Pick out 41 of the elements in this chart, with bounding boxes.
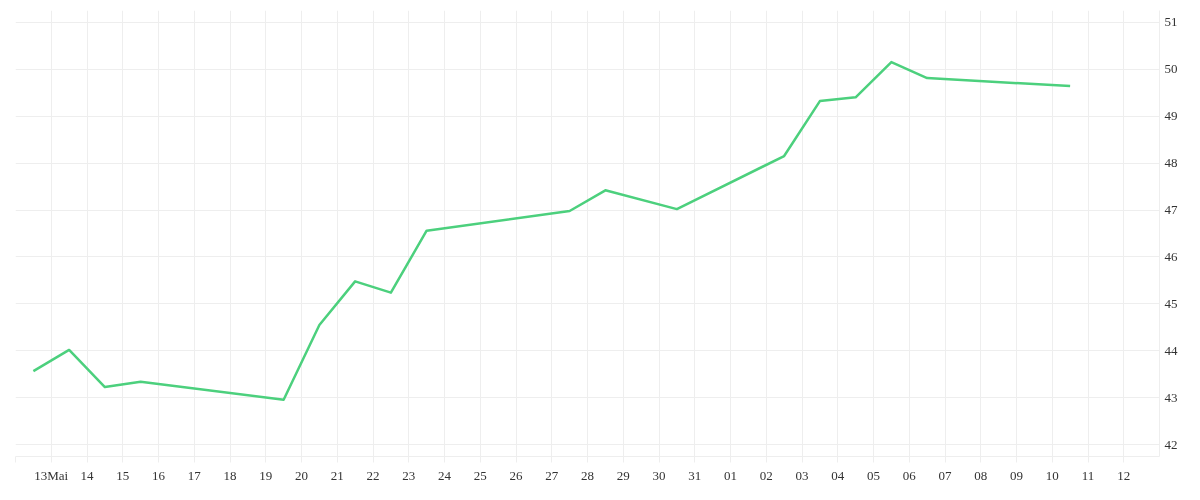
y-tick-label: 50 [1164,61,1178,77]
x-tick-label: 08 [974,467,988,483]
x-tick-label: 05 [867,467,880,483]
y-tick-label: 47 [1164,202,1178,218]
x-tick-label: 25 [473,467,487,483]
x-tick-label: 01 [724,467,737,483]
x-tick-label: 20 [295,467,308,483]
y-tick-label: 46 [1164,248,1178,264]
x-tick-label: 07 [938,467,952,483]
x-tick-label: 21 [330,467,344,483]
x-tick-label: 23 [402,467,416,483]
y-tick-label: 51 [1164,14,1178,30]
x-tick-label: 30 [652,467,666,483]
x-tick-label: 16 [152,467,166,483]
x-tick-label: 18 [223,467,237,483]
x-tick-label: 17 [187,467,202,483]
x-tick-label: 04 [831,467,845,483]
x-tick-label: 13Mai [34,467,69,483]
x-tick-label: 14 [80,467,94,483]
x-tick-label: 10 [1045,467,1059,483]
x-tick-label: 12 [1117,467,1131,483]
x-tick-label: 24 [438,467,452,483]
x-tick-label: 28 [581,467,594,483]
x-tick-label: 27 [545,467,559,483]
x-tick-label: 22 [366,467,380,483]
x-tick-label: 02 [759,467,773,483]
y-tick-label: 43 [1164,389,1178,405]
y-tick-label: 42 [1164,436,1178,452]
x-tick-label: 29 [616,467,630,483]
x-tick-label: 15 [116,467,130,483]
x-tick-label: 19 [259,467,273,483]
x-tick-label: 09 [1010,467,1023,483]
y-tick-label: 44 [1164,342,1178,358]
y-tick-label: 48 [1164,155,1178,171]
y-tick-label: 45 [1164,295,1178,311]
x-tick-label: 31 [688,467,702,483]
x-tick-label: 11 [1081,467,1095,483]
x-tick-label: 03 [795,467,809,483]
x-tick-label: 26 [509,467,523,483]
y-tick-label: 49 [1164,108,1178,124]
x-tick-label: 06 [902,467,917,483]
